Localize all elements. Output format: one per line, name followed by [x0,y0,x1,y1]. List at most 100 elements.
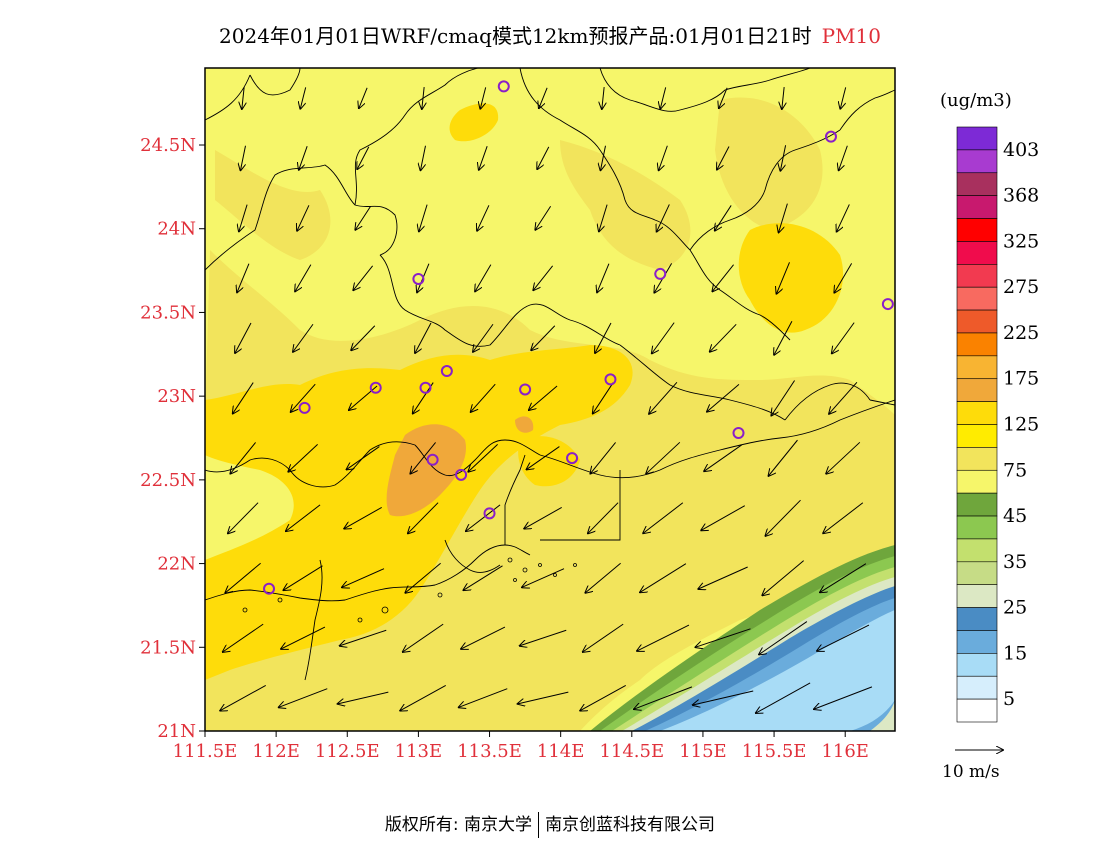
wind-arrow [539,87,548,108]
colorbar-swatch [956,401,998,425]
station-marker [519,383,532,396]
wind-arrow [480,87,487,108]
colorbar-label: 225 [1003,322,1039,344]
station-marker [455,468,468,481]
station-marker [440,365,453,378]
wind-arrow [299,146,308,170]
wind-arrow [351,325,376,350]
wind-arrow [580,684,626,710]
colorbar-swatch [956,264,998,288]
wind-arrow [242,87,244,109]
wind-arrow [837,204,850,231]
wind-arrow [408,502,439,534]
wind-arrow [338,691,389,704]
wind-arrow [241,145,246,170]
wind-arrow [593,382,614,414]
lon-tick-label: 115E [679,741,727,762]
colorbar-label: 368 [1003,185,1039,207]
wind-arrow [286,504,321,531]
wind-arrow [710,323,737,351]
station-marker [426,453,439,466]
wind-arrow [468,443,498,471]
copyright-separator [538,812,540,838]
wind-arrow [640,563,687,593]
colorbar-label: 275 [1003,276,1039,298]
wind-arrow [834,263,853,292]
longitude-axis: 111.5E 112E 112.5E 113E 113.5E 114E 114.5E 115E… [173,731,869,762]
wind-arrow [357,146,370,169]
colorbar-swatch [956,584,998,608]
wind-arrow [826,441,861,473]
wind-arrow [637,624,690,651]
wind-arrow [588,502,619,534]
colorbar-swatch [956,675,998,700]
wind-arrow [646,441,681,473]
colorbar-swatch [956,378,998,402]
wind-arrow [583,623,624,652]
wind-arrow [281,626,326,649]
wind-arrow [820,563,867,593]
lon-tick-label: 112E [252,741,300,762]
station-marker [732,426,745,439]
wind-arrow [537,146,550,169]
wind-arrow [421,145,426,170]
wind-arrow [466,504,501,531]
wind-arrow [595,322,612,353]
wind-arrow [769,439,798,476]
wind-arrow [419,204,428,232]
colorbar-label: 403 [1003,139,1039,161]
station-marker [419,381,432,394]
monitoring-stations [263,80,894,595]
colorbar-label: 35 [1003,551,1027,573]
wind-arrow [279,688,328,708]
wind-arrow [533,265,554,290]
wind-arrow [649,381,678,413]
wind-arrow [527,446,560,470]
wind-arrow [660,87,667,108]
wind-arrow [599,204,608,232]
colorbar-swatch [956,538,998,563]
wind-arrow [220,684,266,710]
colorbar-swatch [956,469,998,494]
wind-arrow [839,145,848,171]
wind-arrow [410,442,436,473]
copyright: 版权所有: 南京大学 南京创蓝科技有限公司 [0,810,1100,838]
colorbar-swatch [956,332,998,357]
colorbar-swatch [956,126,998,151]
wind-arrow [295,264,312,292]
wind-arrow [225,562,261,593]
lat-tick-label: 24.5N [140,135,196,156]
wind-arrow [762,560,805,596]
colorbar-swatch [956,149,998,174]
station-marker [298,401,311,414]
wind-arrow [347,446,380,470]
wind-arrow [223,623,264,652]
colorbar-swatch [956,172,998,196]
wind-arrow [477,205,490,230]
wind-arrow [693,690,754,705]
wind-arrow [698,566,748,589]
wind-arrow [228,502,259,534]
lat-tick-label: 23.5N [140,302,196,323]
lon-tick-label: 113.5E [457,741,522,762]
wind-arrow [531,325,556,350]
wind-arrow [344,506,382,528]
colorbar-label: 325 [1003,230,1039,252]
wind-arrow [422,87,424,109]
colorbar-swatch [956,447,998,471]
wind-arrow [602,87,604,109]
lon-tick-label: 115.5E [742,741,807,762]
wind-arrow [704,444,743,471]
copyright-left: 版权所有: 南京大学 [384,815,533,835]
wind-arrow [712,264,734,292]
station-marker [654,267,667,280]
wind-arrow [597,263,610,293]
colorbar-swatch [956,241,998,265]
station-marker [566,452,579,465]
wind-arrow [695,628,751,647]
wind-arrow [601,145,606,170]
wind-arrow [524,506,562,528]
islands [242,557,577,623]
wind-arrow [765,499,801,536]
wind-arrow [659,145,668,171]
